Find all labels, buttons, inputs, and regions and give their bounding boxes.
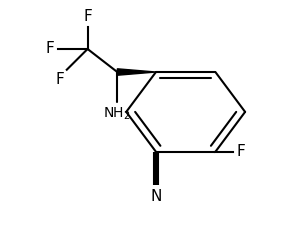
Text: F: F	[55, 72, 64, 87]
Text: N: N	[150, 189, 162, 204]
Text: F: F	[83, 9, 92, 24]
Text: F: F	[237, 144, 245, 159]
Text: F: F	[46, 41, 54, 56]
Text: NH$_2$: NH$_2$	[103, 105, 131, 122]
Polygon shape	[117, 69, 156, 75]
